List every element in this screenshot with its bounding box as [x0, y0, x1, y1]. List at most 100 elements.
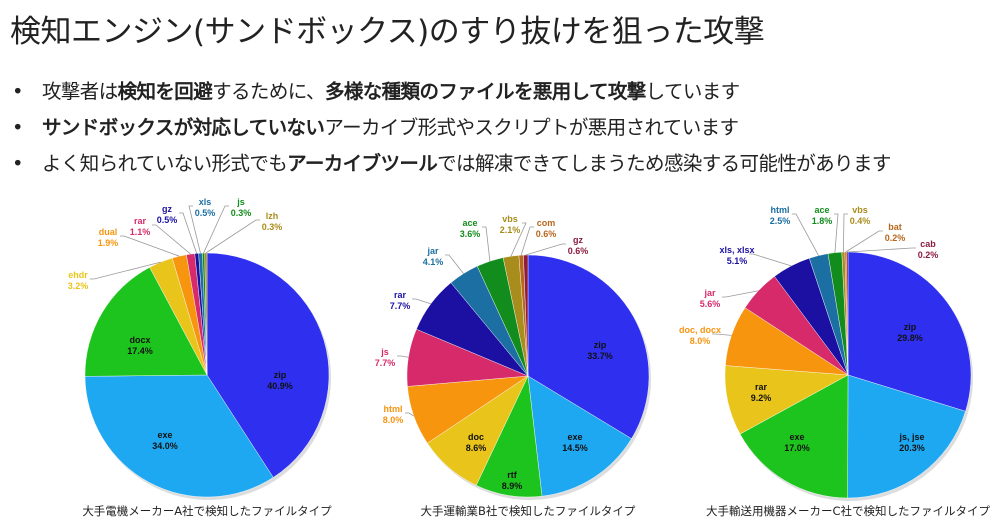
slice-label: rtf — [507, 470, 517, 480]
leader-lines — [712, 213, 916, 336]
bullet-segment: 攻撃者は — [42, 80, 118, 103]
leader-line — [834, 213, 839, 253]
slice-label: exe — [789, 432, 804, 442]
pie-slice-js-jse — [847, 374, 966, 499]
pie-slice-docx — [84, 267, 208, 377]
slice-value: 7.7% — [375, 358, 396, 368]
bullet-marker: • — [12, 116, 24, 139]
slice-value: 17.0% — [784, 443, 810, 453]
bullet-emphasis: 多様な種類のファイルを悪用して攻撃 — [324, 80, 646, 103]
bullet-item: • よく知られていない形式でもアーカイブツールでは解凍できてしまうため感染する可能… — [12, 146, 891, 182]
bullet-segment: では解凍できてしまうため感染する可能性があります — [437, 152, 891, 175]
bullet-emphasis: サンドボックスが対応していない — [42, 116, 325, 139]
slice-value: 8.6% — [466, 443, 487, 453]
bullet-segment: アーカイブ形式やスクリプトが悪用されています — [324, 116, 739, 139]
leader-line — [90, 261, 161, 280]
slice-value: 3.6% — [460, 229, 481, 239]
pie-slice-zip — [206, 252, 330, 478]
slice-value: 7.7% — [390, 301, 411, 311]
slice-value: 0.5% — [157, 215, 178, 225]
bullet-list: • 攻撃者は検知を回避するために、多様な種類のファイルを悪用して攻撃しています •… — [12, 74, 891, 182]
leader-line — [749, 253, 792, 267]
slice-value: 3.2% — [68, 281, 89, 291]
slice-label: vbs — [852, 205, 868, 215]
bullet-item: • 攻撃者は検知を回避するために、多様な種類のファイルを悪用して攻撃しています — [12, 74, 891, 110]
bullet-text: サンドボックスが対応していないアーカイブ形式やスクリプトが悪用されています — [42, 116, 739, 139]
slice-label: dual — [99, 227, 118, 237]
slice-label: ace — [462, 218, 477, 228]
slice-value: 0.4% — [850, 216, 871, 226]
slice-label: bat — [888, 222, 902, 232]
slice-label: cab — [920, 239, 936, 249]
slice-value: 0.6% — [536, 229, 557, 239]
leader-line — [482, 226, 491, 262]
slice-value: 0.2% — [918, 250, 939, 260]
leader-line — [152, 224, 191, 255]
slice-label: js — [236, 197, 245, 207]
bullet-marker: • — [12, 152, 24, 175]
slice-label: doc — [468, 432, 484, 442]
bullet-item: • サンドボックスが対応していないアーカイブ形式やスクリプトが悪用されています — [12, 110, 891, 146]
slice-value: 1.8% — [812, 216, 833, 226]
chart-caption: 大手運輸業B社で検知したファイルタイプ — [421, 504, 636, 518]
bullet-text: 攻撃者は検知を回避するために、多様な種類のファイルを悪用して攻撃しています — [42, 80, 740, 103]
slice-value: 0.3% — [262, 222, 283, 232]
leader-line — [397, 355, 409, 358]
slice-label: rar — [755, 382, 768, 392]
slice-label: jar — [426, 246, 439, 256]
slice-label: doc, docx — [679, 325, 721, 335]
slice-label: rar — [134, 216, 147, 226]
slice-value: 1.9% — [98, 238, 119, 248]
leader-line — [722, 290, 759, 298]
chart-caption: 大手輸送用機器メーカーC社で検知したファイルタイプ — [706, 504, 991, 518]
slice-value: 1.1% — [130, 227, 151, 237]
slice-label: js — [380, 347, 389, 357]
slice-label: com — [537, 218, 556, 228]
leader-line — [179, 212, 198, 254]
bullet-emphasis: 検知を回避 — [117, 80, 213, 103]
slice-label: exe — [567, 432, 582, 442]
slice-label: zip — [274, 370, 287, 380]
slice-value: 17.4% — [127, 346, 153, 356]
slice-label: zip — [594, 340, 607, 350]
leader-lines — [397, 222, 566, 417]
slice-value: 0.5% — [195, 208, 216, 218]
slice-value: 8.0% — [383, 415, 404, 425]
leader-line — [712, 333, 732, 336]
slice-value: 0.2% — [885, 233, 906, 243]
leader-line — [205, 219, 260, 254]
slice-value: 40.9% — [267, 381, 293, 391]
slice-value: 0.3% — [231, 208, 252, 218]
leader-line — [792, 213, 819, 256]
slice-value: 8.9% — [502, 481, 523, 491]
pie-slice-exe — [84, 374, 274, 498]
pie-slice-zip — [527, 254, 650, 439]
slice-label: lzh — [266, 211, 279, 221]
leader-line — [520, 226, 534, 256]
slice-label: ace — [814, 205, 829, 215]
slice-label: vbs — [502, 214, 518, 224]
leader-line — [405, 412, 415, 417]
bullet-segment: するために、 — [212, 80, 325, 103]
slice-value: 4.1% — [423, 257, 444, 267]
leader-line — [847, 247, 916, 253]
pie-slice-exe — [527, 375, 632, 497]
pie-slice-exe — [739, 374, 849, 499]
slice-value: 14.5% — [562, 443, 588, 453]
bullet-segment: よく知られていない形式でも — [42, 152, 288, 175]
chart-caption: 大手電機メーカーA社で検知したファイルタイプ — [82, 504, 332, 518]
leader-line — [510, 222, 527, 257]
slice-label: zip — [904, 322, 917, 332]
slice-label: xls, xlsx — [719, 245, 754, 255]
slice-label: gz — [162, 204, 172, 214]
slice-value: 0.6% — [568, 246, 589, 256]
pie-slice-lzh — [204, 252, 208, 376]
slice-value: 8.0% — [690, 336, 711, 346]
slice-label: ehdr — [68, 270, 88, 280]
